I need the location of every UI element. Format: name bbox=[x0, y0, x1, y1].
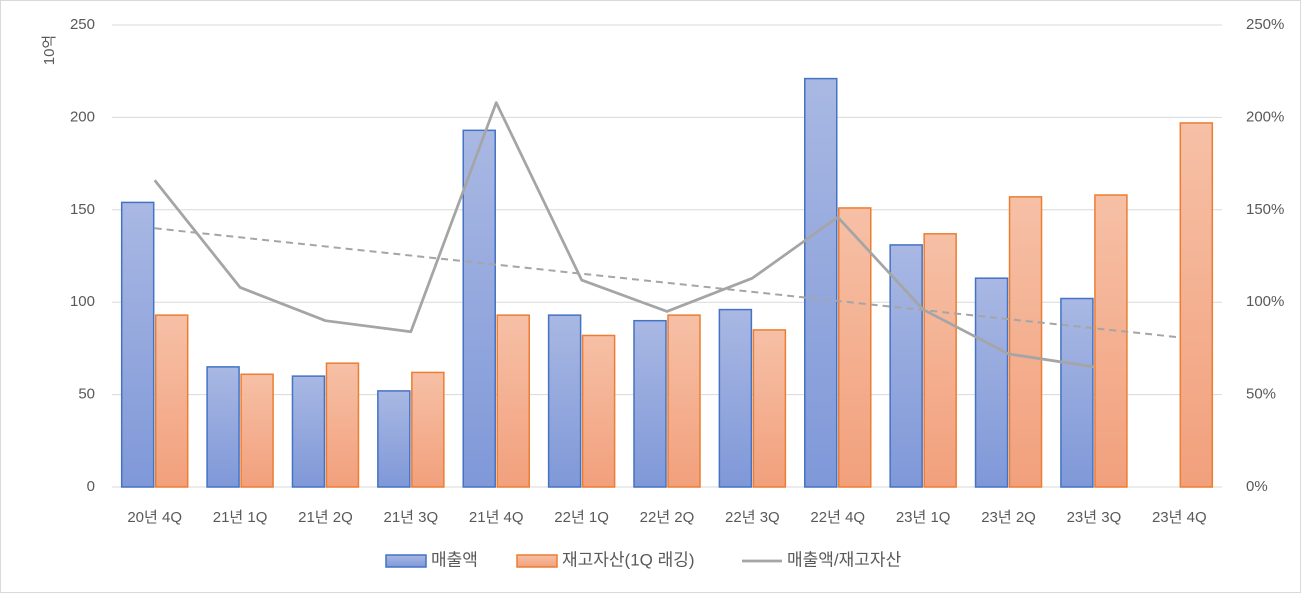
x-tick-label: 22년 3Q bbox=[725, 509, 780, 526]
x-tick-label: 21년 4Q bbox=[469, 509, 524, 526]
bar-inventory bbox=[838, 207, 872, 488]
bar-sales bbox=[1060, 297, 1094, 488]
x-tick-label: 21년 2Q bbox=[298, 509, 353, 526]
bar-sales bbox=[633, 319, 667, 488]
y-tick-label: 100 bbox=[70, 293, 95, 310]
bar-inventory bbox=[154, 314, 189, 488]
y2-tick-label: 150% bbox=[1246, 201, 1284, 218]
bar-sales bbox=[206, 366, 240, 488]
bar-sales bbox=[718, 308, 753, 488]
y2-tick-label: 100% bbox=[1246, 293, 1284, 310]
y-tick-label: 200 bbox=[70, 108, 95, 125]
bar-sales bbox=[377, 390, 411, 488]
legend-label: 매출액/재고자산 bbox=[787, 550, 902, 569]
x-tick-label: 22년 2Q bbox=[640, 509, 695, 526]
y-tick-label: 50 bbox=[78, 386, 95, 403]
x-tick-label: 22년 1Q bbox=[554, 509, 609, 526]
ratio-line bbox=[153, 101, 1095, 369]
y2-tick-label: 0% bbox=[1246, 478, 1268, 495]
x-tick-label: 21년 3Q bbox=[384, 509, 439, 526]
bar-inventory bbox=[240, 373, 274, 488]
bar-inventory bbox=[411, 371, 445, 488]
x-tick-label: 22년 4Q bbox=[810, 509, 865, 526]
y2-tick-label: 50% bbox=[1246, 386, 1276, 403]
bars bbox=[120, 77, 1214, 488]
bar-inventory bbox=[667, 314, 701, 488]
bar-inventory bbox=[1008, 196, 1043, 488]
bar-sales bbox=[462, 129, 496, 488]
y-tick-label: 0 bbox=[87, 478, 95, 495]
bar-inventory bbox=[1179, 122, 1214, 488]
gridlines bbox=[112, 24, 1222, 488]
bar-sales bbox=[974, 277, 1009, 488]
legend-label: 매출액 bbox=[431, 550, 478, 569]
y2-tick-label: 200% bbox=[1246, 108, 1284, 125]
legend-swatch bbox=[516, 554, 558, 568]
bar-sales bbox=[291, 375, 326, 488]
bar-inventory bbox=[581, 334, 616, 488]
lines bbox=[153, 101, 1180, 369]
trendline bbox=[154, 227, 1180, 339]
bar-inventory bbox=[1094, 194, 1128, 488]
legend-swatch bbox=[385, 554, 427, 568]
bar-inventory bbox=[923, 233, 957, 488]
bar-inventory bbox=[752, 329, 787, 488]
bar-sales bbox=[889, 244, 923, 488]
bar-sales bbox=[547, 314, 582, 488]
y-tick-label: 250 bbox=[70, 16, 95, 33]
y2-tick-label: 250% bbox=[1246, 16, 1284, 33]
x-tick-label: 23년 3Q bbox=[1067, 509, 1122, 526]
axes: 0 50 100 150 200 250 0% 50% 100% 150% 200% 250% 20년 … bbox=[70, 16, 1284, 526]
y-axis-title: 10억 bbox=[41, 35, 58, 66]
bar-inventory bbox=[496, 314, 530, 488]
legend: 매출액 재고자산(1Q 래깅) 매출액/재고자산 bbox=[385, 550, 902, 569]
x-tick-label: 23년 1Q bbox=[896, 509, 951, 526]
x-tick-label: 21년 1Q bbox=[213, 509, 268, 526]
y-tick-label: 150 bbox=[70, 201, 95, 218]
bar-inventory bbox=[325, 362, 360, 488]
x-tick-label: 20년 4Q bbox=[127, 509, 182, 526]
x-tick-label: 23년 2Q bbox=[981, 509, 1036, 526]
bar-sales bbox=[804, 77, 838, 488]
bar-sales bbox=[120, 201, 155, 488]
x-tick-label: 23년 4Q bbox=[1152, 509, 1207, 526]
legend-label: 재고자산(1Q 래깅) bbox=[562, 550, 695, 569]
